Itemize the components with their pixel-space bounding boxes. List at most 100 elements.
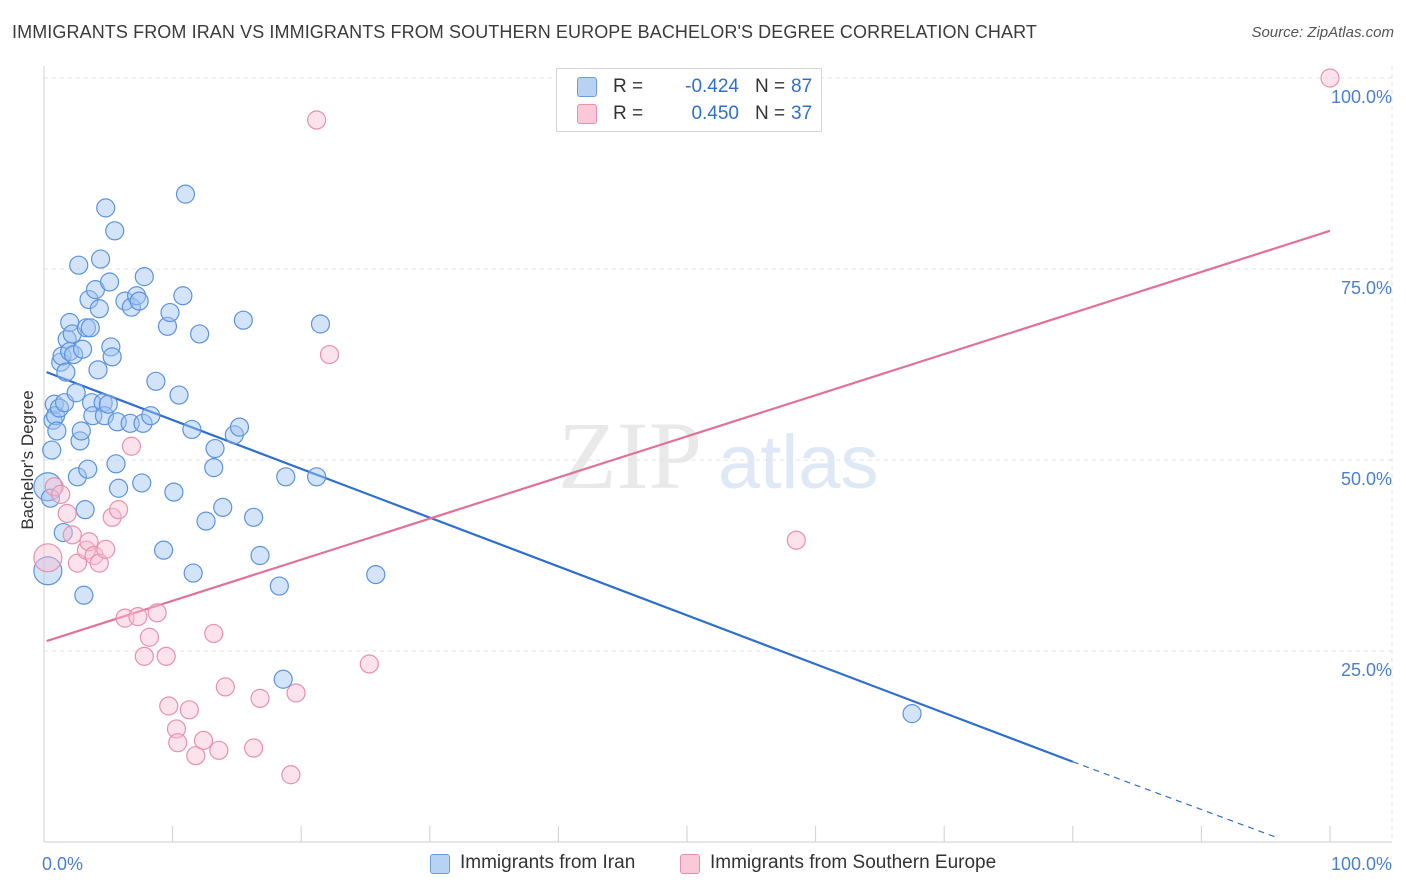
legend-n-label: N = bbox=[755, 76, 786, 97]
data-point bbox=[250, 688, 270, 708]
data-point bbox=[56, 362, 76, 382]
data-point bbox=[80, 318, 100, 338]
data-point bbox=[67, 467, 88, 487]
data-point bbox=[49, 398, 70, 418]
source-label: Source: ZipAtlas.com bbox=[1251, 24, 1394, 41]
data-point bbox=[96, 539, 116, 559]
data-point bbox=[307, 110, 327, 130]
x-tick-label: 0.0% bbox=[42, 854, 83, 874]
data-point bbox=[98, 394, 118, 414]
data-point bbox=[193, 730, 214, 750]
data-point bbox=[168, 733, 188, 753]
data-point bbox=[108, 478, 129, 498]
data-point bbox=[40, 488, 61, 508]
legend-r-value-iran: -0.424 bbox=[685, 76, 739, 97]
data-point bbox=[72, 339, 93, 359]
data-point bbox=[204, 623, 224, 644]
data-point bbox=[70, 431, 90, 451]
data-point bbox=[105, 221, 125, 241]
data-point bbox=[83, 406, 103, 426]
y-tick-label: 25.0% bbox=[1341, 660, 1392, 680]
data-point bbox=[67, 553, 88, 573]
data-point bbox=[196, 511, 216, 531]
data-point bbox=[244, 738, 264, 758]
data-point bbox=[359, 654, 379, 674]
series-points-southern-europe bbox=[33, 68, 1340, 785]
data-point bbox=[63, 344, 84, 365]
data-point bbox=[90, 249, 111, 269]
data-point bbox=[101, 337, 121, 357]
stats-legend: R = -0.424 N = 87 R = 0.450 N = 37 bbox=[556, 68, 822, 132]
data-point bbox=[106, 454, 126, 474]
series-swatch-southern-europe bbox=[680, 854, 700, 874]
data-point bbox=[75, 500, 95, 520]
x-tick-label: 100.0% bbox=[1331, 854, 1392, 874]
data-point bbox=[42, 440, 62, 460]
data-point bbox=[166, 719, 187, 739]
data-point bbox=[121, 436, 142, 456]
data-point bbox=[1320, 68, 1340, 88]
data-point bbox=[229, 417, 250, 437]
data-point bbox=[186, 746, 206, 766]
data-point bbox=[310, 314, 331, 334]
data-point bbox=[160, 302, 180, 323]
data-point bbox=[96, 198, 116, 218]
chart-title: IMMIGRANTS FROM IRAN VS IMMIGRANTS FROM … bbox=[12, 22, 1037, 42]
data-point bbox=[164, 482, 184, 502]
series-label-southern-europe: Immigrants from Southern Europe bbox=[710, 852, 997, 873]
data-point bbox=[182, 419, 202, 440]
data-point bbox=[102, 347, 122, 367]
data-point bbox=[190, 324, 210, 344]
legend-r-label: R = bbox=[613, 76, 644, 97]
data-point bbox=[62, 324, 82, 344]
legend-n-label: N = bbox=[755, 103, 786, 124]
data-point bbox=[134, 267, 154, 287]
data-point bbox=[128, 607, 148, 627]
trend-line-southern-europe bbox=[46, 229, 1331, 643]
data-point bbox=[156, 646, 176, 666]
data-point bbox=[183, 563, 203, 583]
data-point bbox=[276, 467, 296, 487]
trend-extension-iran bbox=[1072, 761, 1279, 839]
data-point bbox=[102, 507, 122, 527]
data-point bbox=[173, 286, 193, 306]
trend-line-iran bbox=[46, 371, 1074, 763]
data-point bbox=[33, 543, 63, 573]
legend-n-value-iran: 87 bbox=[791, 76, 813, 97]
data-point bbox=[132, 473, 152, 493]
data-point bbox=[89, 299, 109, 319]
data-point bbox=[66, 383, 86, 403]
data-point bbox=[205, 438, 225, 459]
data-point bbox=[126, 286, 147, 306]
data-point bbox=[141, 406, 161, 426]
data-point bbox=[215, 677, 235, 697]
data-point bbox=[175, 184, 196, 204]
data-point bbox=[281, 765, 301, 785]
data-point bbox=[250, 545, 270, 566]
data-point bbox=[47, 421, 67, 441]
data-point bbox=[307, 467, 327, 487]
y-tick-label: 50.0% bbox=[1341, 469, 1392, 489]
data-point bbox=[133, 413, 153, 433]
series-points-iran bbox=[33, 184, 922, 724]
legend-n-value-southern-europe: 37 bbox=[791, 103, 813, 124]
data-point bbox=[902, 704, 922, 724]
data-point bbox=[269, 576, 289, 596]
data-point bbox=[169, 385, 189, 405]
data-point bbox=[366, 564, 386, 585]
series-swatch-iran bbox=[430, 854, 450, 874]
data-point bbox=[213, 497, 233, 517]
data-point bbox=[153, 540, 174, 560]
data-point bbox=[62, 525, 82, 545]
legend-r-label: R = bbox=[613, 103, 644, 124]
y-tick-label: 75.0% bbox=[1341, 278, 1392, 298]
watermark-atlas: atlas bbox=[718, 420, 879, 505]
data-point bbox=[209, 740, 229, 760]
y-tick-label: 100.0% bbox=[1331, 87, 1392, 107]
series-label-iran: Immigrants from Iran bbox=[460, 852, 636, 873]
data-point bbox=[129, 291, 149, 311]
data-point bbox=[147, 603, 167, 623]
data-point bbox=[204, 458, 224, 478]
data-point bbox=[286, 683, 306, 703]
